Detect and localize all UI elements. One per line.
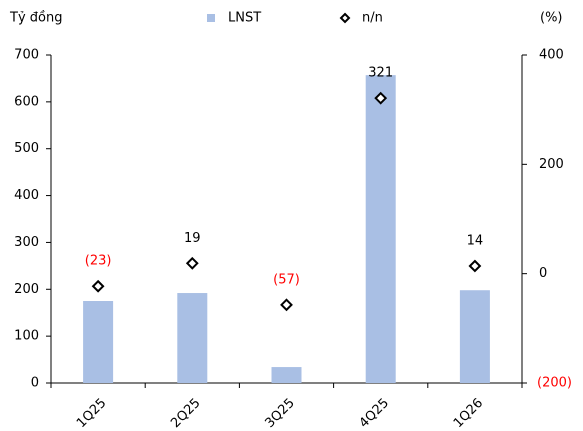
- bar: [271, 367, 302, 383]
- y2-tick-label: (200): [537, 376, 572, 391]
- y2-tick-label: 400: [539, 48, 564, 63]
- marker: [185, 256, 199, 270]
- x-tick-label: 1Q26: [451, 396, 486, 431]
- bar: [459, 290, 490, 383]
- y-tick-label: 200: [14, 282, 39, 297]
- y-tick-label: 400: [14, 188, 39, 203]
- marker: [374, 91, 388, 105]
- marker: [280, 298, 293, 312]
- marker: [91, 279, 105, 293]
- y-tick-label: 0: [31, 376, 39, 391]
- data-label: 321: [368, 66, 393, 81]
- data-label: (23): [85, 254, 112, 269]
- y-axis-label: Tỷ đồng: [9, 11, 62, 26]
- y2-tick-label: 200: [539, 157, 564, 172]
- x-tick-label: 1Q25: [74, 396, 109, 431]
- legend-label: LNST: [228, 11, 261, 26]
- y2-axis-label: (%): [540, 11, 563, 26]
- bar: [177, 293, 208, 383]
- bar: [365, 75, 396, 384]
- data-label: 19: [184, 231, 201, 246]
- x-tick-label: 3Q25: [262, 396, 297, 431]
- y-tick-label: 100: [14, 329, 39, 344]
- legend-label: n/n: [362, 11, 383, 26]
- y-tick-label: 600: [14, 94, 39, 109]
- y-tick-label: 500: [14, 141, 39, 156]
- y2-tick-label: 0: [539, 266, 547, 281]
- legend-swatch: [207, 14, 215, 22]
- y-tick-label: 300: [14, 235, 39, 250]
- x-tick-label: 2Q25: [168, 396, 203, 431]
- legend-swatch: [339, 12, 351, 24]
- data-label: (57): [273, 272, 300, 287]
- marker: [468, 259, 482, 273]
- x-tick-label: 4Q25: [357, 396, 392, 431]
- y-tick-label: 700: [14, 48, 39, 63]
- data-label: 14: [467, 234, 484, 249]
- bar: [83, 301, 114, 383]
